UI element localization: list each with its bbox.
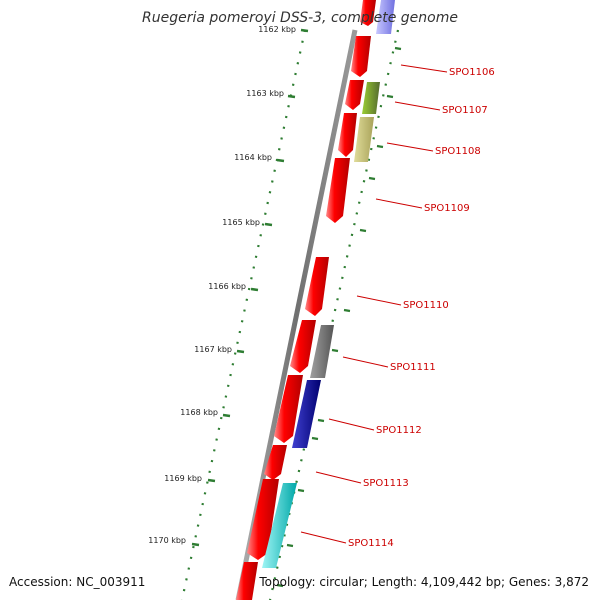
gene-forward bbox=[351, 36, 371, 77]
gene-forward bbox=[338, 113, 357, 157]
gene-forward bbox=[236, 562, 258, 600]
guide-tick-mark bbox=[343, 308, 351, 313]
forward-strand-genes bbox=[236, 0, 376, 600]
kbp-tick-mark bbox=[264, 222, 273, 227]
kbp-tick-label: 1167 kbp bbox=[194, 345, 232, 354]
kbp-tick-mark bbox=[300, 28, 309, 33]
label-leader-line bbox=[394, 101, 441, 111]
label-leaders bbox=[300, 64, 448, 544]
kbp-tick-mark bbox=[287, 94, 296, 99]
gene-lavender bbox=[376, 0, 395, 34]
gene-navy bbox=[292, 380, 321, 448]
gene-gray bbox=[310, 325, 334, 378]
label-leader-line bbox=[328, 418, 375, 431]
gene-forward bbox=[326, 158, 350, 223]
gene-label: SPO1113 bbox=[363, 478, 409, 489]
gene-forward bbox=[360, 0, 376, 26]
dotted-guide-line bbox=[180, 29, 307, 600]
gene-cyan bbox=[262, 483, 297, 568]
gene-forward bbox=[264, 445, 287, 480]
label-leader-line bbox=[375, 198, 423, 209]
map-title: Ruegeria pomeroyi DSS-3, complete genome bbox=[142, 10, 458, 26]
gene-khaki bbox=[354, 117, 374, 162]
topology-text: Topology: circular; Length: 4,109,442 bp… bbox=[259, 575, 589, 589]
label-leader-line bbox=[386, 142, 434, 152]
gene-olive bbox=[362, 82, 380, 114]
kbp-tick-label: 1168 kbp bbox=[180, 408, 218, 417]
gene-forward bbox=[290, 320, 316, 373]
guide-tick-mark bbox=[276, 583, 284, 588]
gene-labels: SPO1106 SPO1107 SPO1108 SPO1109 SPO1110 … bbox=[348, 67, 495, 549]
gene-label: SPO1107 bbox=[442, 105, 488, 116]
label-leader-line bbox=[356, 295, 402, 306]
gene-label: SPO1111 bbox=[390, 362, 436, 373]
guide-tick-mark bbox=[317, 418, 325, 423]
accession-text: Accession: NC_003911 bbox=[9, 575, 146, 589]
kbp-tick-label: 1165 kbp bbox=[222, 218, 260, 227]
label-leader-line bbox=[300, 531, 347, 544]
guide-tick-mark bbox=[297, 488, 305, 493]
gene-forward bbox=[274, 375, 303, 443]
guide-tick-mark bbox=[368, 176, 376, 181]
kbp-tick-label: 1170 kbp bbox=[148, 536, 186, 545]
guide-tick-mark bbox=[331, 348, 339, 353]
guide-tick-mark bbox=[394, 46, 402, 51]
gene-label: SPO1106 bbox=[449, 67, 495, 78]
reverse-strand-genes bbox=[262, 0, 395, 568]
guide-tick-mark bbox=[359, 228, 367, 233]
label-leader-line bbox=[342, 356, 389, 368]
kbp-tick-mark bbox=[236, 349, 245, 354]
kbp-ticks bbox=[191, 28, 402, 588]
kbp-tick-mark bbox=[222, 413, 231, 418]
gene-forward bbox=[247, 479, 279, 560]
kbp-tick-mark bbox=[276, 158, 285, 163]
kbp-tick-label: 1162 kbp bbox=[258, 25, 296, 34]
gene-label: SPO1114 bbox=[348, 538, 394, 549]
kbp-tick-labels: 1162 kbp 1163 kbp 1164 kbp 1165 kbp 1166… bbox=[148, 25, 296, 545]
kbp-tick-label: 1169 kbp bbox=[164, 474, 202, 483]
dotted-guides bbox=[180, 29, 400, 600]
gene-label: SPO1109 bbox=[424, 203, 470, 214]
gene-forward bbox=[345, 80, 364, 110]
gene-label: SPO1110 bbox=[403, 300, 449, 311]
kbp-tick-mark bbox=[250, 287, 259, 292]
gene-label: SPO1112 bbox=[376, 425, 422, 436]
kbp-tick-mark bbox=[191, 542, 200, 547]
guide-tick-mark bbox=[286, 543, 294, 548]
guide-tick-mark bbox=[311, 436, 319, 441]
label-leader-line bbox=[315, 471, 362, 484]
label-leader-line bbox=[400, 64, 448, 73]
kbp-tick-label: 1163 kbp bbox=[246, 89, 284, 98]
guide-tick-mark bbox=[386, 94, 394, 99]
gene-label: SPO1108 bbox=[435, 146, 481, 157]
gene-forward bbox=[305, 257, 329, 316]
kbp-tick-label: 1164 kbp bbox=[234, 153, 272, 162]
kbp-tick-mark bbox=[207, 478, 216, 483]
guide-tick-mark bbox=[376, 144, 384, 149]
kbp-tick-label: 1166 kbp bbox=[208, 282, 246, 291]
